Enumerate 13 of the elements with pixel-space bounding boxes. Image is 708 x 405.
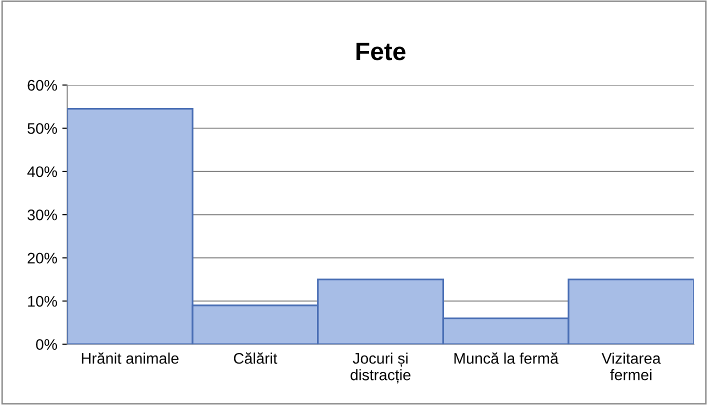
x-tick-label: Vizitarea fermei (602, 352, 661, 380)
x-tick-label: Jocuri și distracție (350, 352, 410, 384)
y-tick-label: 50% (28, 123, 57, 134)
y-tick-label: 10% (28, 296, 57, 307)
y-tick-label: 60% (28, 80, 57, 91)
chart-title: Fete (356, 42, 406, 60)
y-tick-label: 20% (28, 252, 57, 264)
y-tick-label: 40% (27, 166, 57, 178)
y-tick-label: 0% (36, 339, 57, 350)
x-tick-label: Călărit (234, 352, 278, 364)
x-tick-label: Hrănit animale (82, 352, 178, 364)
x-tick-label: Muncă la fermă (454, 352, 559, 364)
y-tick-label: 30% (28, 210, 57, 220)
